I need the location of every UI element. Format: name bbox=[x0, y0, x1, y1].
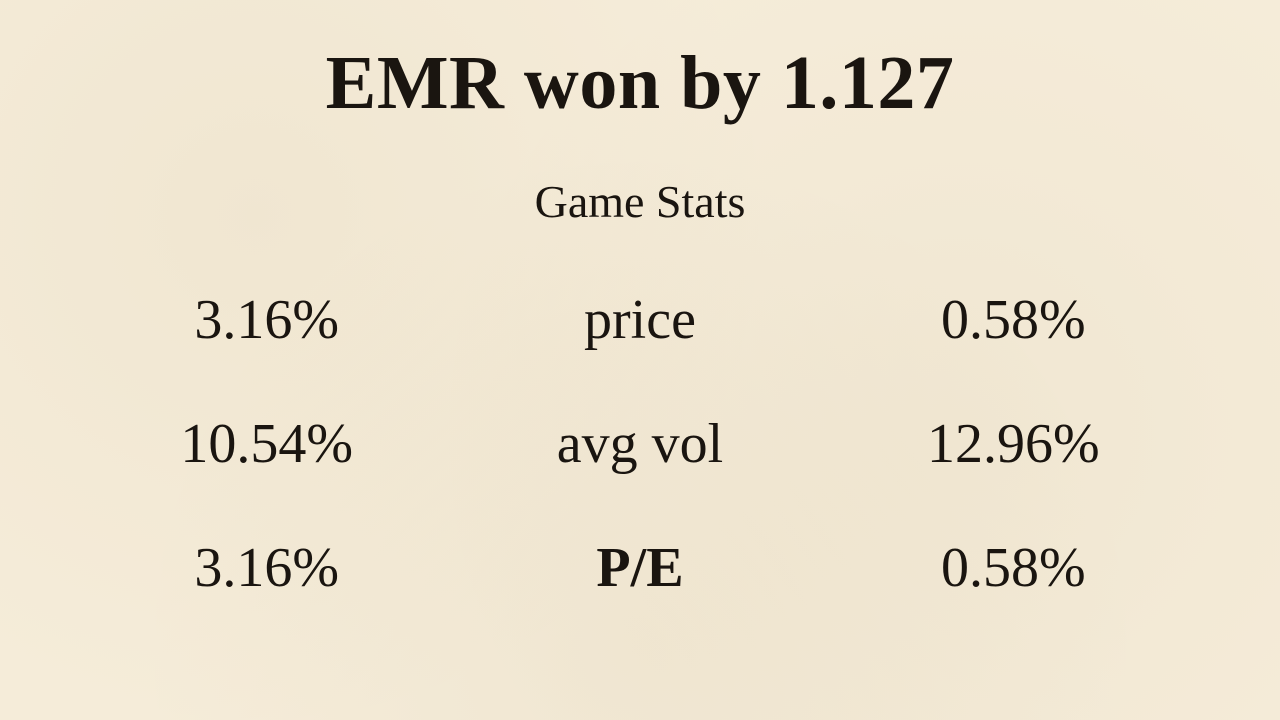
table-row: 3.16% price 0.58% bbox=[80, 288, 1200, 352]
stat-right-value: 0.58% bbox=[827, 536, 1200, 600]
page-title: EMR won by 1.127 bbox=[326, 40, 955, 127]
table-row: 10.54% avg vol 12.96% bbox=[80, 412, 1200, 476]
stat-label: price bbox=[453, 288, 826, 352]
table-row: 3.16% P/E 0.58% bbox=[80, 536, 1200, 600]
stat-label: P/E bbox=[453, 536, 826, 600]
stat-left-value: 3.16% bbox=[80, 536, 453, 600]
stat-right-value: 0.58% bbox=[827, 288, 1200, 352]
subtitle: Game Stats bbox=[535, 175, 746, 228]
stat-right-value: 12.96% bbox=[827, 412, 1200, 476]
stat-left-value: 3.16% bbox=[80, 288, 453, 352]
stat-left-value: 10.54% bbox=[80, 412, 453, 476]
stat-label: avg vol bbox=[453, 412, 826, 476]
stats-table: 3.16% price 0.58% 10.54% avg vol 12.96% … bbox=[80, 288, 1200, 600]
